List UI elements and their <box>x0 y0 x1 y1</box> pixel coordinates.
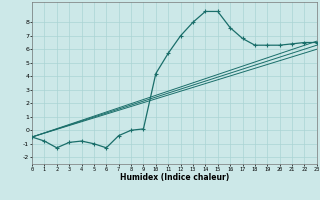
X-axis label: Humidex (Indice chaleur): Humidex (Indice chaleur) <box>120 173 229 182</box>
